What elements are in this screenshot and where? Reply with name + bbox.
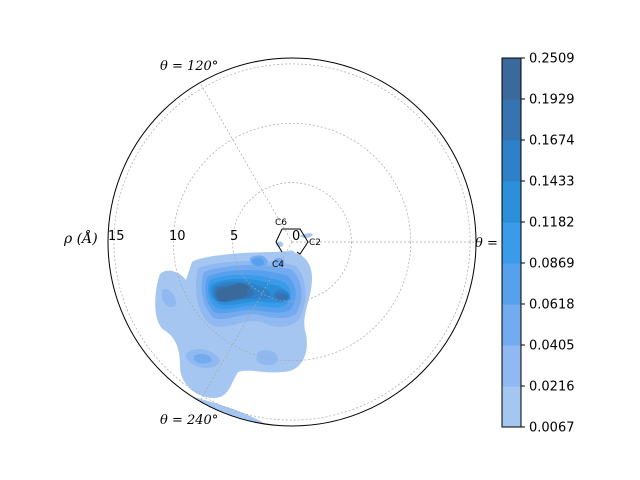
- ring-label-c2: C2: [309, 238, 321, 248]
- radial-tick-5: 5: [230, 229, 238, 244]
- angle-label-240: θ = 240°: [160, 413, 218, 428]
- colorbar-segment: [502, 58, 521, 100]
- colorbar-tick-label: 0.0216: [529, 380, 575, 395]
- colorbar-tick-label: 0.2509: [529, 52, 575, 67]
- angle-line-240: [199, 241, 293, 402]
- angle-line-120: [199, 82, 293, 243]
- grid-ring-5: [232, 182, 352, 302]
- ring-bond-path-left: [275, 228, 283, 253]
- ring-label-c4: C4: [272, 260, 284, 270]
- colorbar-ticks: 0.0067 0.0216 0.0405 0.0618 0.0869 0.1182 0.14…: [521, 52, 575, 436]
- colorbar-tick-label: 0.0869: [529, 257, 575, 272]
- angle-label-0: θ =: [475, 236, 498, 251]
- ring-bond-path: [282, 228, 309, 255]
- colorbar-segment: [502, 263, 521, 305]
- radial-tick-15: 15: [108, 229, 125, 244]
- colorbar-tick-label: 0.0618: [529, 298, 575, 313]
- colorbar-segment: [502, 99, 521, 141]
- radial-tick-0: 0: [292, 229, 300, 244]
- ring-label-c6: C6: [275, 218, 287, 228]
- colorbar-tick-label: 0.1929: [529, 93, 575, 108]
- colorbar-segment: [502, 181, 521, 223]
- colorbar-segment: [502, 140, 521, 182]
- grid-ring-10: [172, 122, 412, 362]
- contour-level-9: [216, 283, 250, 302]
- grid-ring-15: [113, 63, 471, 421]
- colorbar-tick-label: 0.1674: [529, 134, 575, 149]
- colorbar-segment: [502, 304, 521, 346]
- colorbar-frame: [501, 57, 522, 428]
- colorbar-segment: [502, 386, 521, 428]
- radial-axis-label: ρ (Å): [63, 229, 98, 247]
- radial-tick-10: 10: [169, 229, 186, 244]
- angle-label-120: θ = 120°: [160, 59, 218, 74]
- ring-structure: [275, 228, 309, 255]
- colorbar-tick-label: 0.0067: [529, 421, 575, 436]
- colorbar: [501, 57, 522, 428]
- density-contours: [155, 233, 313, 426]
- colorbar-segment: [502, 345, 521, 387]
- colorbar-segment: [502, 222, 521, 264]
- colorbar-tick-label: 0.1433: [529, 175, 575, 190]
- polar-grid: [113, 63, 476, 421]
- polar-frame: [107, 57, 477, 427]
- colorbar-tick-label: 0.1182: [529, 216, 575, 231]
- colorbar-tick-label: 0.0405: [529, 339, 575, 354]
